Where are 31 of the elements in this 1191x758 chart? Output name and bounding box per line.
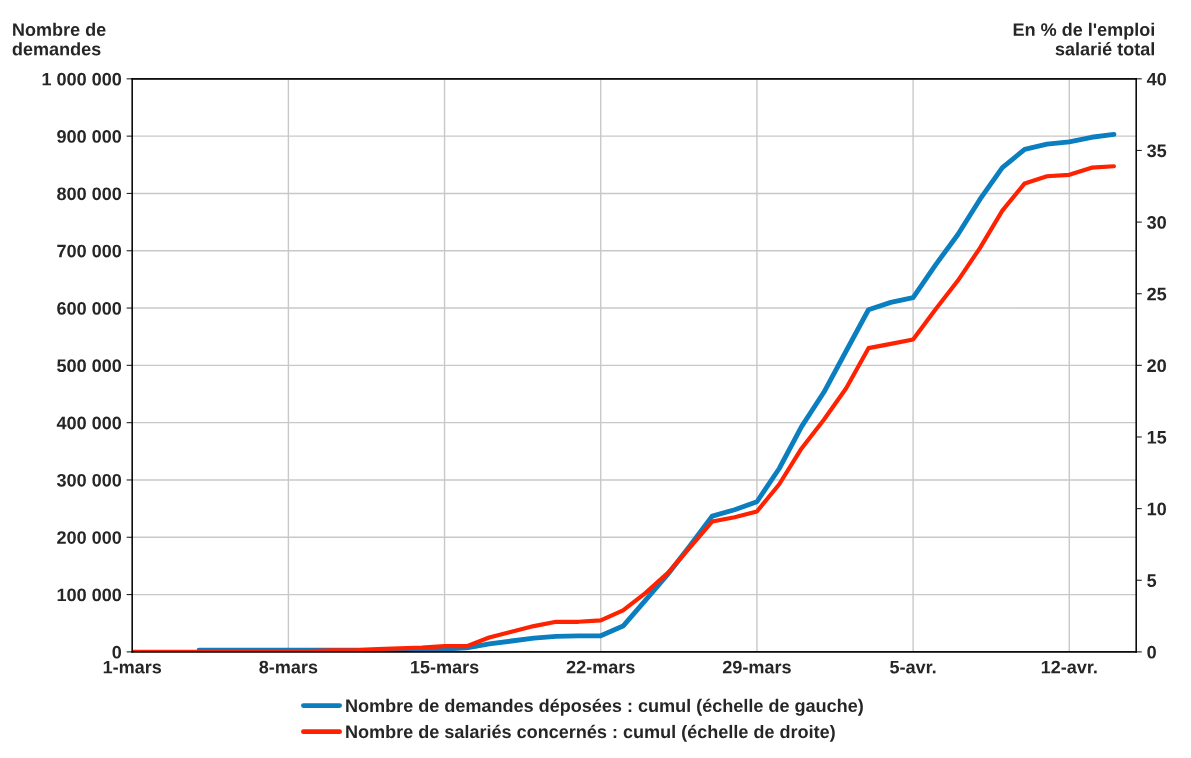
x-tick-label: 29-mars xyxy=(722,660,791,674)
y-tick-label: 100 000 xyxy=(57,588,122,602)
y2-tick-label: 5 xyxy=(1147,574,1157,587)
y-tick-label: 800 000 xyxy=(57,187,122,201)
y-tick-label: 900 000 xyxy=(57,130,122,143)
y2-tick-label: 15 xyxy=(1147,431,1167,444)
y2-tick-label: 35 xyxy=(1147,144,1167,158)
y2-tick-label: 30 xyxy=(1147,216,1166,229)
x-tick-label: 15-mars xyxy=(411,660,479,674)
y-axis-title: Nombre de demandes xyxy=(12,22,106,56)
y-tick-label: 600 000 xyxy=(57,301,122,315)
y-tick-label: 500 000 xyxy=(57,359,122,373)
y2-tick-label: 25 xyxy=(1147,287,1167,301)
y2-tick-label: 10 xyxy=(1147,502,1166,516)
y2-axis-title: En % de l'emploi salarié total xyxy=(1013,22,1154,56)
y-tick-label: 200 000 xyxy=(57,531,122,544)
y-tick-label: 1 000 000 xyxy=(42,72,122,86)
y2-tick-label: 0 xyxy=(1147,645,1156,659)
y-tick-label: 300 000 xyxy=(56,473,122,487)
legend-label: Nombre de demandes déposées : cumul (échelle de gauche) xyxy=(346,698,863,716)
x-tick-label: 1-mars xyxy=(103,660,162,674)
y2-tick-label: 20 xyxy=(1147,359,1166,373)
legend-label: Nombre de salariés concernés : cumul (échelle de droite) xyxy=(346,724,835,742)
y-tick-label: 700 000 xyxy=(57,244,122,258)
x-tick-label: 8-mars xyxy=(259,660,318,674)
x-tick-label: 22-mars xyxy=(566,660,635,674)
y-tick-label: 0 xyxy=(112,645,122,659)
y2-tick-label: 40 xyxy=(1146,72,1166,86)
x-tick-label: 5-avr. xyxy=(890,660,936,674)
y-tick-label: 400 000 xyxy=(56,416,122,430)
x-tick-label: 12-avr. xyxy=(1041,660,1097,674)
